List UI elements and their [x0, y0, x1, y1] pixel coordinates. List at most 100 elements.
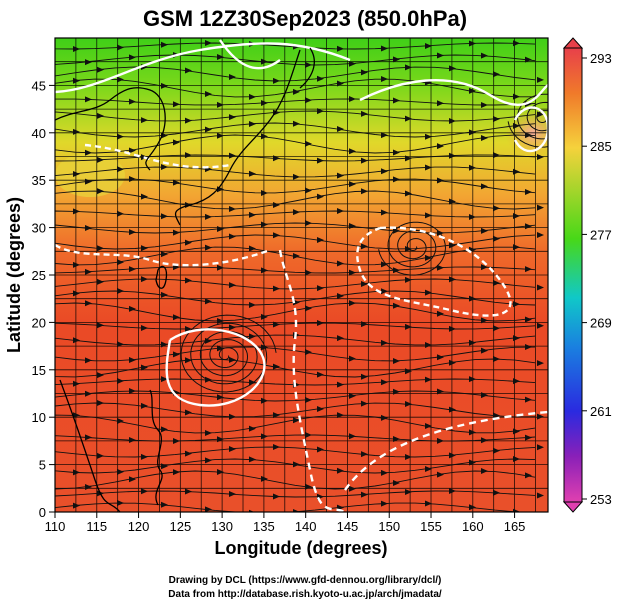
wind-arrow [141, 276, 148, 283]
wind-arrow [129, 388, 136, 395]
wind-arrow [273, 232, 280, 239]
wind-arrow [449, 242, 456, 249]
wind-arrow [173, 437, 180, 444]
wind-arrow [481, 347, 488, 354]
wind-arrow [481, 52, 488, 59]
wind-arrow [449, 488, 456, 495]
y-tick-label: 30 [32, 221, 46, 236]
coastline-japan [174, 49, 301, 226]
wind-arrow [469, 129, 476, 136]
wind-arrow [317, 285, 324, 292]
wind-arrow [317, 320, 324, 327]
wind-arrow [393, 479, 400, 486]
x-axis-label: Longitude (degrees) [214, 538, 387, 558]
wind-arrow [437, 354, 444, 361]
wind-arrow [349, 392, 356, 399]
y-tick-label: 40 [32, 126, 46, 141]
wind-arrow [205, 40, 212, 47]
wind-arrow [513, 428, 520, 435]
wind-arrow [185, 152, 192, 159]
wind-arrow [449, 325, 456, 332]
wind-arrow [337, 412, 344, 419]
wind-arrow [161, 341, 168, 348]
wind-arrow [261, 475, 268, 482]
wind-arrow [97, 400, 104, 407]
wind-arrow [349, 223, 356, 230]
wind-arrow [293, 173, 300, 180]
wind-arrow [425, 500, 432, 507]
wind-arrow [249, 379, 256, 386]
wind-arrow [217, 436, 224, 443]
wind-arrow [85, 484, 92, 491]
wind-arrow [537, 111, 544, 118]
wind-arrow [141, 117, 148, 124]
wind-arrow [273, 493, 280, 500]
wind-arrow [161, 426, 168, 433]
wind-arrow [217, 101, 224, 108]
wind-arrow [161, 291, 168, 298]
contour-line [219, 39, 281, 70]
wind-arrow [513, 335, 520, 342]
wind-arrow [381, 76, 388, 83]
x-tick-label: 135 [253, 519, 275, 534]
wind-arrow [185, 239, 192, 246]
wind-arrow [437, 100, 444, 107]
wind-arrow [85, 434, 92, 441]
wind-arrow [205, 337, 212, 344]
wind-arrow [393, 176, 400, 183]
wind-arrow [161, 213, 168, 220]
wind-arrow [393, 56, 400, 63]
wind-arrow [449, 406, 456, 413]
warm-pocket [55, 153, 125, 197]
wind-arrow [229, 490, 236, 497]
wind-arrow [97, 322, 104, 329]
wind-arrow [261, 221, 268, 228]
wind-arrow [261, 58, 268, 65]
wind-arrow [229, 413, 236, 420]
wind-arrow [85, 225, 92, 232]
wind-arrow [469, 339, 476, 346]
wind-arrow [97, 372, 104, 379]
wind-arrow [229, 74, 236, 81]
wind-arrow [537, 154, 544, 161]
wind-arrow [85, 59, 92, 66]
wind-arrow [481, 183, 488, 190]
wind-arrow [437, 264, 444, 271]
wind-arrow [205, 244, 212, 251]
wind-arrow [349, 433, 356, 440]
plot-area [54, 37, 549, 513]
contour-line [356, 226, 512, 317]
vortex-spiral [180, 314, 277, 393]
wind-arrow [129, 176, 136, 183]
wind-arrow [185, 67, 192, 74]
wind-arrow [205, 298, 212, 305]
wind-arrow [393, 302, 400, 309]
wind-arrow [229, 205, 236, 212]
wind-arrow [117, 133, 124, 140]
wind-arrow [469, 40, 476, 47]
coastline-indochina [59, 379, 121, 512]
credit-drawing: Drawing by DCL (https://www.gfd-dennou.o… [169, 575, 442, 586]
wind-arrow [337, 381, 344, 388]
wind-arrow [205, 91, 212, 98]
x-tick-label: 130 [211, 519, 233, 534]
wind-arrow [361, 400, 368, 407]
y-tick-label: 25 [32, 268, 46, 283]
wind-arrow [481, 227, 488, 234]
wind-arrow [217, 317, 224, 324]
wind-arrow [229, 324, 236, 331]
wind-arrow [349, 300, 356, 307]
wind-arrow [349, 60, 356, 67]
wind-arrow [73, 290, 80, 297]
streamline [55, 98, 536, 106]
wind-arrow [305, 140, 312, 147]
wind-arrow [161, 501, 168, 508]
wind-arrow [229, 152, 236, 159]
wind-arrow [141, 364, 148, 371]
wind-arrow [513, 244, 520, 251]
wind-arrow [537, 413, 544, 420]
streamline [55, 470, 536, 490]
streamline [55, 266, 536, 274]
wind-arrow [437, 388, 444, 395]
wind-arrow [493, 325, 500, 332]
